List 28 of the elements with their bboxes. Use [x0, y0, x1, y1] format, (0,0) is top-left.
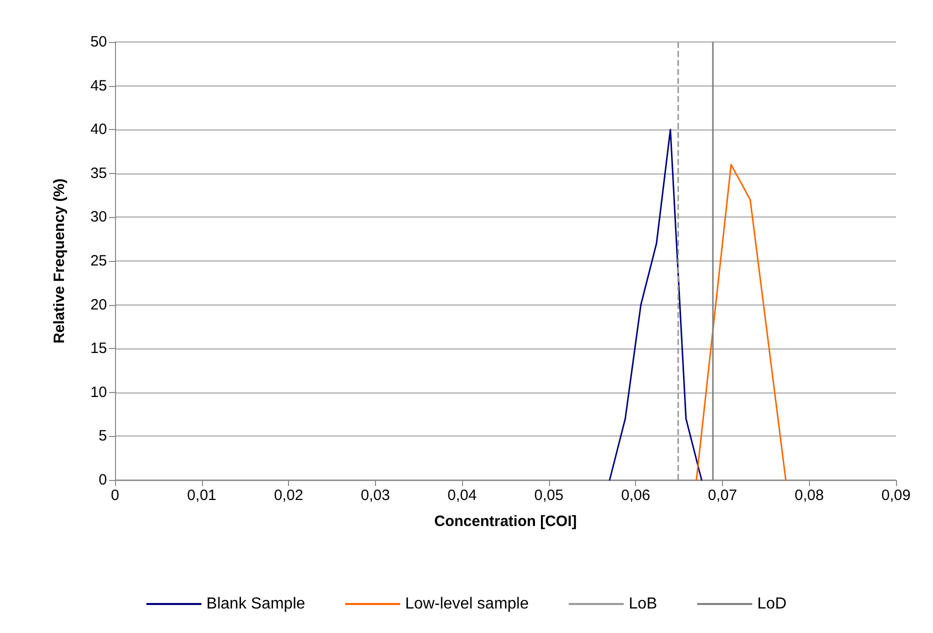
y-tick-label: 45 — [90, 77, 107, 94]
x-tick-label: 0,07 — [708, 487, 738, 504]
y-tick-label: 30 — [90, 208, 107, 226]
y-tick-label: 35 — [90, 164, 107, 182]
x-tick-label: 0,08 — [794, 487, 824, 504]
x-axis-title: Concentration [COI] — [434, 513, 577, 530]
x-tick-label: 0,09 — [881, 487, 911, 504]
legend-label: LoB — [628, 596, 658, 612]
legend-label: Low-level sample — [405, 596, 529, 612]
y-tick-label: 50 — [90, 34, 107, 50]
y-axis-title: Relative Frequency (%) — [51, 178, 68, 344]
x-tick-label: 0,04 — [448, 487, 477, 504]
x-tick-label: 0,01 — [187, 487, 216, 504]
legend-label: LoD — [757, 596, 787, 612]
x-tick-label: 0,05 — [534, 487, 564, 504]
y-tick-label: 5 — [98, 428, 107, 445]
y-tick-label: 40 — [90, 121, 107, 138]
x-tick-label: 0 — [110, 487, 120, 504]
y-tick-label: 25 — [90, 252, 107, 270]
y-tick-label: 15 — [90, 340, 107, 358]
x-tick-label: 0,02 — [274, 487, 304, 504]
x-tick-label: 0,03 — [360, 487, 390, 504]
y-tick-label: 0 — [98, 472, 107, 488]
x-tick-label: 0,06 — [621, 487, 650, 504]
y-tick-label: 10 — [90, 384, 107, 401]
legend-label: Blank Sample — [206, 596, 306, 612]
y-tick-label: 20 — [90, 296, 107, 314]
line-series — [608, 128, 702, 481]
